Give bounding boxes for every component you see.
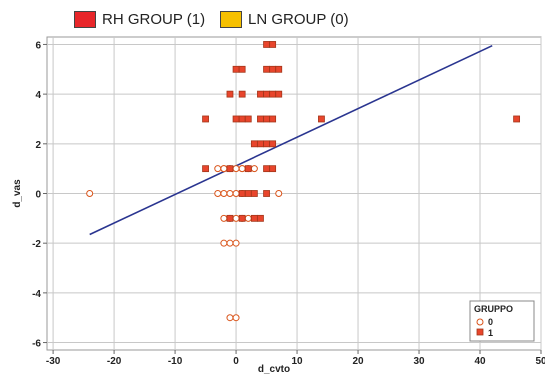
x-tick-label: 0	[233, 356, 239, 367]
data-point-group-1	[263, 190, 270, 197]
data-point-group-1	[257, 90, 264, 98]
data-point-group-0	[238, 165, 246, 173]
data-point-group-0	[220, 239, 228, 247]
x-tick-label: 30	[413, 356, 425, 367]
data-point-group-1	[250, 214, 258, 222]
data-point-group-1	[269, 65, 277, 73]
legend-label-1: 1	[488, 328, 493, 338]
data-point-group-1	[257, 115, 264, 123]
legend-title: GRUPPO	[474, 304, 513, 314]
data-point-group-1	[263, 65, 270, 73]
y-tick-label: 6	[35, 40, 41, 51]
y-tick-label: 2	[35, 140, 41, 151]
rh-group-label: RH GROUP (1)	[102, 10, 206, 28]
data-point-group-1	[226, 90, 234, 98]
x-tick-label: -20	[107, 356, 122, 367]
data-point-group-1	[263, 140, 270, 148]
data-point-group-0	[232, 314, 240, 322]
ln-group-label: LN GROUP (0)	[248, 10, 349, 28]
x-tick-label: 50	[535, 356, 545, 367]
legend-marker-1	[476, 328, 484, 336]
data-point-group-1	[263, 165, 270, 173]
data-point-group-1	[269, 115, 277, 123]
data-point-group-0	[244, 214, 252, 222]
data-point-group-1	[232, 115, 240, 123]
legend-item-rh-group: RH GROUP (1)	[74, 8, 205, 30]
data-point-group-1	[269, 90, 277, 98]
legend-marker-0	[476, 318, 484, 326]
data-point-group-0	[232, 165, 240, 173]
data-point-group-1	[269, 165, 277, 173]
data-point-group-1	[318, 115, 325, 123]
data-point-group-1	[238, 65, 246, 73]
legend-label-0: 0	[488, 317, 493, 327]
y-tick-label: 0	[35, 190, 41, 201]
data-point-group-0	[220, 214, 228, 222]
data-point-group-1	[238, 214, 246, 222]
data-point-group-1	[226, 165, 234, 173]
data-point-group-1	[269, 41, 277, 48]
data-point-group-0	[226, 190, 234, 197]
data-point-group-1	[226, 214, 234, 222]
data-point-group-1	[244, 190, 252, 197]
data-point-group-0	[220, 190, 228, 197]
data-point-group-1	[263, 115, 270, 123]
data-point-group-1	[202, 165, 209, 173]
data-point-group-1	[257, 140, 264, 148]
x-axis-label: d_cvto	[258, 364, 290, 375]
y-axis-label: d_vas	[12, 179, 23, 208]
data-point-group-1	[238, 115, 246, 123]
data-point-group-0	[214, 165, 222, 173]
data-point-group-1	[269, 140, 277, 148]
data-point-group-1	[238, 90, 246, 98]
data-point-group-0	[275, 190, 283, 197]
x-tick-label: 20	[352, 356, 364, 367]
data-point-group-0	[86, 190, 94, 197]
data-point-group-1	[232, 65, 240, 73]
data-point-group-0	[220, 165, 228, 173]
data-point-group-0	[232, 214, 240, 222]
data-point-group-1	[244, 115, 252, 123]
data-point-group-0	[232, 239, 240, 247]
y-tick-label: -4	[32, 289, 41, 300]
regression-line	[89, 44, 493, 236]
data-point-group-1	[275, 65, 283, 73]
data-point-group-1	[513, 115, 521, 123]
data-point-group-1	[263, 90, 270, 98]
data-point-group-0	[250, 165, 258, 173]
x-tick-label: -30	[46, 356, 61, 367]
data-point-group-0	[226, 239, 234, 247]
x-tick-label: -10	[168, 356, 183, 367]
data-point-group-0	[226, 314, 234, 322]
legend-item-ln-group: LN GROUP (0)	[220, 8, 349, 30]
y-tick-label: -2	[32, 239, 41, 250]
y-tick-label: -6	[32, 339, 41, 350]
data-point-group-1	[244, 165, 252, 173]
data-point-group-0	[232, 190, 240, 197]
data-point-group-0	[214, 190, 222, 197]
data-point-group-1	[202, 115, 209, 123]
rh-group-swatch	[74, 10, 96, 28]
x-tick-label: 40	[474, 356, 486, 367]
data-point-group-1	[263, 41, 270, 48]
data-point-group-1	[250, 140, 258, 148]
data-point-group-1	[250, 190, 258, 197]
data-point-group-1	[257, 214, 264, 222]
data-point-group-1	[275, 90, 283, 98]
x-tick-label: 10	[291, 356, 303, 367]
data-point-group-1	[238, 190, 246, 197]
y-tick-label: 4	[35, 90, 41, 101]
ln-group-swatch	[220, 10, 242, 28]
